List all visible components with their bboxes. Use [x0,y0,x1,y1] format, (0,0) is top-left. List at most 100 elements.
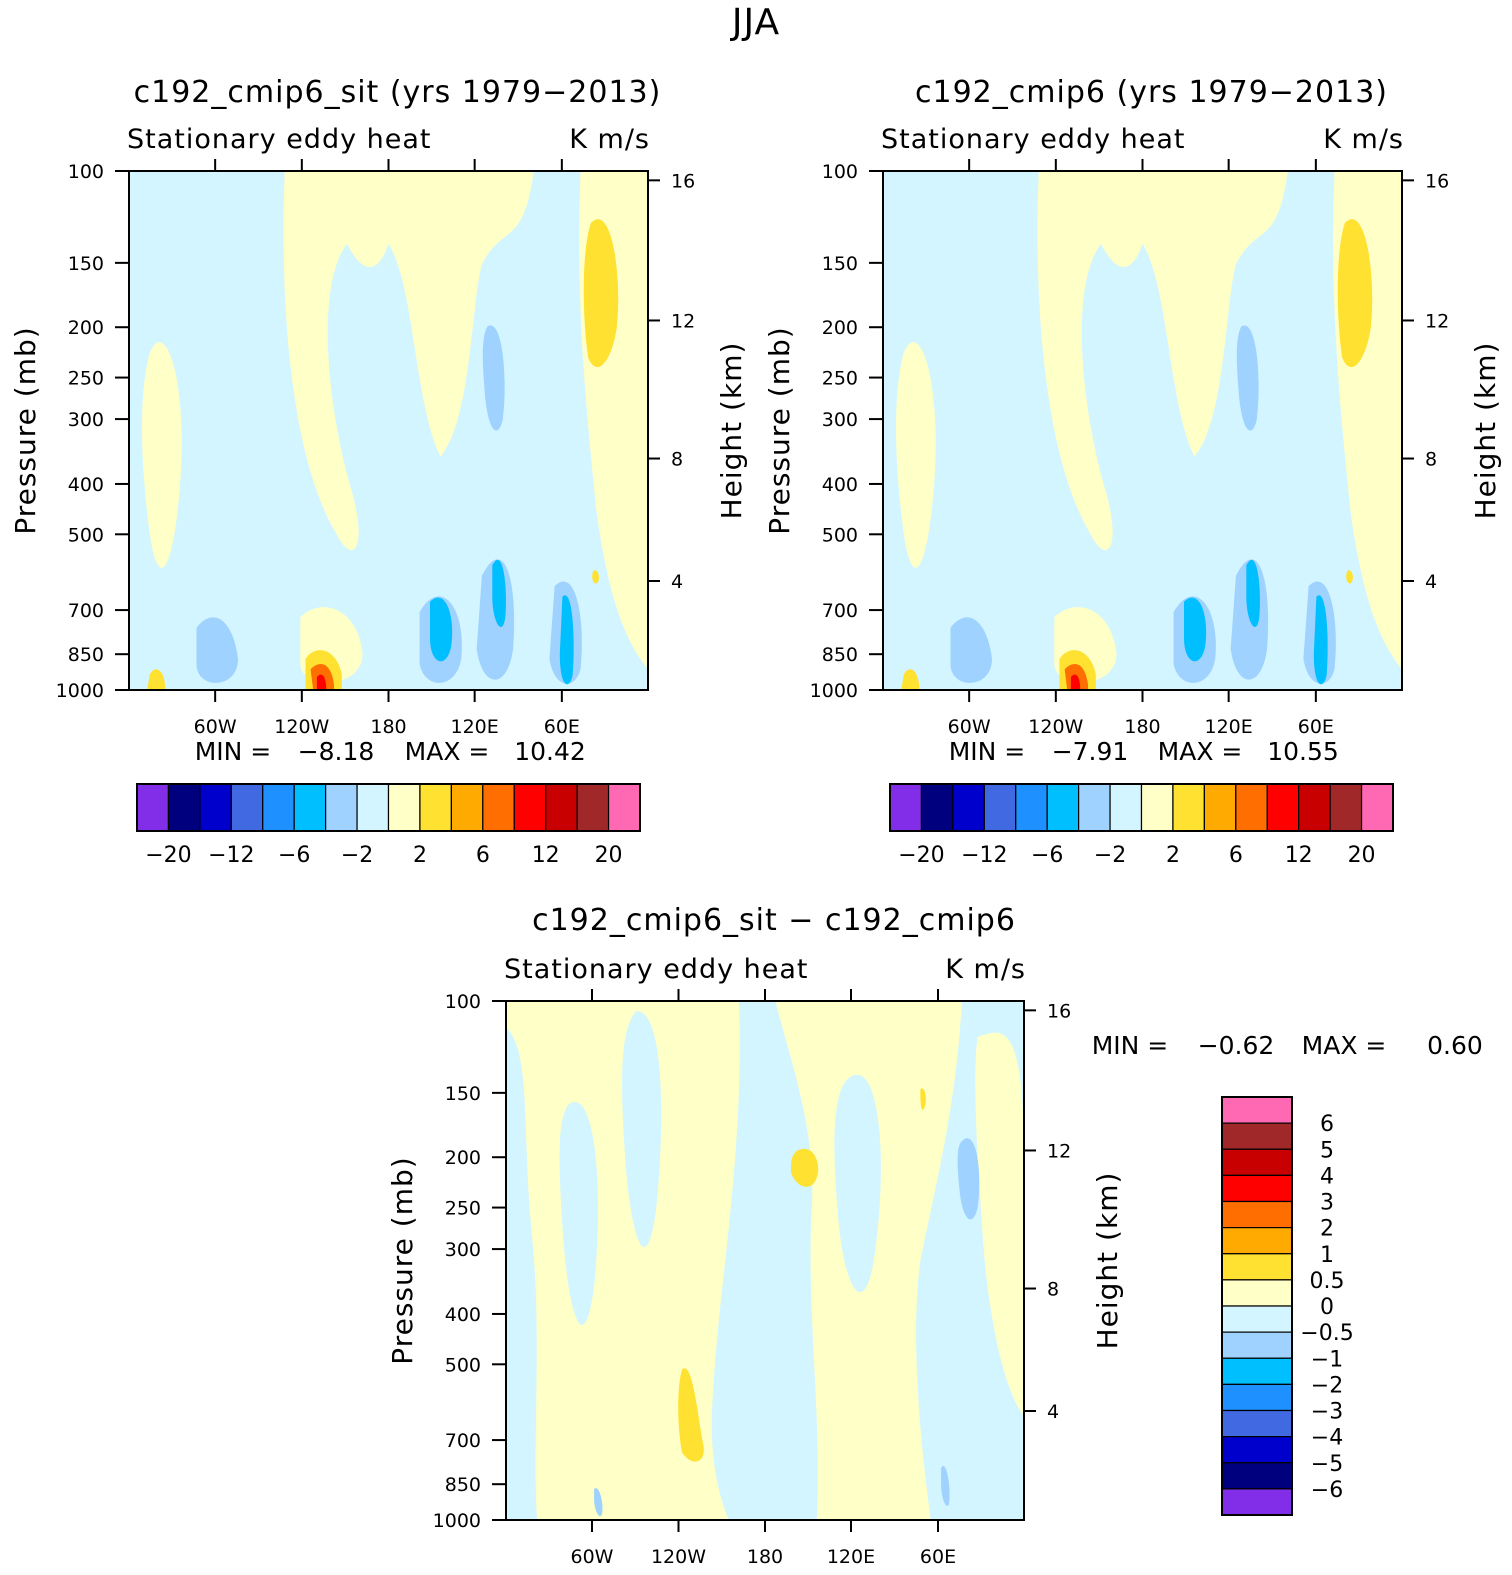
y2tick-label: 4 [1047,1401,1059,1423]
ytick-label: 150 [68,253,104,275]
max-label: MAX = [405,737,490,766]
ytick-label: 250 [445,1198,481,1220]
y-axis-label: Pressure (mb) [9,326,42,534]
contour-region-11 [941,1466,950,1506]
colorbar-box [136,783,170,832]
contour-region-9 [920,1088,926,1110]
colorbar-box [1360,783,1394,832]
ytick-label: 200 [68,317,104,339]
contour-region-2 [142,342,182,568]
colorbar-box [167,783,201,832]
colorbar: −20 −12 −6 −2 2 6 12 20 [889,783,1394,868]
colorbar-box [1221,1253,1293,1281]
contour-region-16 [1070,674,1081,690]
contour-field [506,1001,1024,1520]
colorbar-box [450,783,484,832]
colorbar-box [1109,783,1143,832]
contour-region-6 [834,1074,881,1293]
max-value: 10.42 [514,737,586,766]
colorbar-box [325,783,358,832]
colorbar-box [482,783,515,832]
colorbar-box [1140,783,1174,832]
panel-1: c192_cmip6_sit (yrs 1979−2013) Stationary… [9,75,748,868]
ytick-label: 700 [445,1430,481,1452]
max-value: 10.55 [1267,737,1339,766]
xtick-label: 180 [1124,716,1160,738]
ytick-label: 300 [822,409,858,431]
panel-title: c192_cmip6_sit − c192_cmip6 [532,903,1016,938]
colorbar-label: 20 [595,843,623,868]
xtick-label: 180 [370,716,406,738]
y2-axis-label: Height (km) [1091,1172,1124,1350]
colorbar-box [920,783,954,832]
contour-region-1 [960,171,1288,551]
panel-title: c192_cmip6 (yrs 1979−2013) [915,75,1388,110]
colorbar-box [230,783,264,832]
contour-region-4 [559,1102,599,1325]
colorbar-box [1015,783,1048,832]
contour-region-1 [206,171,534,551]
subtitle-left: Stationary eddy heat [504,954,809,985]
xtick-label: 120W [274,716,329,738]
xtick-label: 60E [920,1546,956,1568]
ytick-label: 700 [68,600,104,622]
colorbar-label: 2 [1166,843,1180,868]
contour-region-12 [559,595,574,685]
panel-3: c192_cmip6_sit − c192_cmip6 Stationary ed… [386,903,1483,1568]
subtitle-right: K m/s [569,124,650,155]
colorbar-box [1078,783,1111,832]
colorbar-box [1266,783,1300,832]
colorbar: −20 −12 −6 −2 2 6 12 20 [136,783,641,868]
colorbar-box [1046,783,1080,832]
colorbar-label: 6 [1320,1112,1334,1137]
contour-region-5 [482,325,505,431]
ytick-label: 300 [445,1239,481,1261]
contour-region-11 [1246,559,1260,627]
ytick-label: 1000 [433,1510,481,1532]
contour-region-18 [1346,570,1353,584]
contour-field [129,171,648,690]
colorbar-label: 2 [1320,1217,1334,1242]
ytick-label: 100 [68,161,104,183]
colorbar-box [889,783,923,832]
contour-region-8 [678,1368,704,1462]
xtick-label: 60W [948,716,991,738]
contour-field [883,171,1402,690]
colorbar-label: 1 [1320,1243,1334,1268]
colorbar-label: −1 [1311,1347,1343,1372]
contour-region-12 [1313,595,1328,685]
xtick-label: 120W [651,1546,706,1568]
colorbar-box [1172,783,1205,832]
colorbar-frame [889,783,1394,832]
colorbar-box [952,783,985,832]
y2-axis-label: Height (km) [1469,342,1502,520]
min-value: −0.62 [1198,1031,1275,1060]
colorbar-box [1221,1096,1293,1124]
colorbar-frame [136,783,641,832]
ytick-label: 500 [445,1354,481,1376]
colorbar-box [293,783,327,832]
colorbar-box [1221,1279,1293,1307]
max-value: 0.60 [1427,1031,1483,1060]
colorbar-box [1221,1409,1293,1438]
min-value: −8.18 [298,737,375,766]
colorbar-label: −6 [1031,843,1063,868]
y-axis-label: Pressure (mb) [386,1156,419,1364]
xtick-label: 120E [1205,716,1253,738]
colorbar-label: −12 [208,843,254,868]
colorbar-label: −0.5 [1300,1321,1353,1346]
subtitle-right: K m/s [945,954,1026,985]
ytick-label: 300 [68,409,104,431]
colorbar-box [262,783,295,832]
ytick-label: 100 [445,991,481,1013]
contour-region-17 [147,669,166,690]
contour-region-2 [896,342,936,568]
panel-title: c192_cmip6_sit (yrs 1979−2013) [134,75,662,110]
colorbar-label: −4 [1311,1426,1343,1451]
colorbar-box [356,783,390,832]
min-label: MIN = [195,737,272,766]
subtitle-left: Stationary eddy heat [881,124,1186,155]
